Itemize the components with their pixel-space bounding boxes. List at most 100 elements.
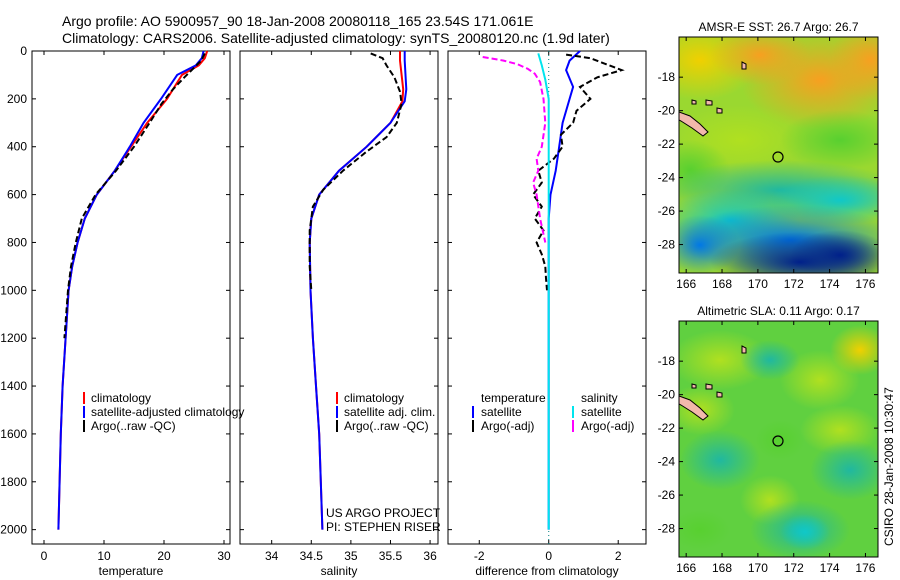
sst-map-axes: 166 168 170 172 174 176 -18 -20 -22 -24 -26 -28: [658, 37, 878, 291]
x-tick-label: 35.5: [379, 549, 403, 563]
x-axis-label: temperature: [99, 564, 164, 578]
x-tick-label: 36: [423, 549, 437, 563]
project-name: US ARGO PROJECT: [326, 506, 441, 520]
project-pi: PI: STEPHEN RISER: [326, 520, 441, 534]
y-tick-label: 2000: [0, 523, 27, 537]
y-tick-label: 400: [7, 140, 27, 154]
y-tick-label: 1400: [0, 379, 27, 393]
legend-label-temp-argo: Argo(-adj): [481, 419, 534, 433]
y-tick-label: 800: [7, 235, 27, 249]
x-tick-label: 34: [265, 549, 279, 563]
legend-heading-salinity: salinity: [581, 391, 618, 405]
island: [691, 99, 697, 105]
y-tick-label: 1800: [0, 475, 27, 489]
x-tick-label: 172: [784, 561, 804, 575]
sst-map-panel: AMSR-E SST: 26.7 Argo: 26.7 166 168 170 172…: [658, 20, 879, 291]
legend-label-temp-satellite: satellite: [481, 405, 522, 419]
x-tick-label: 174: [820, 561, 840, 575]
x-tick-label: 10: [97, 549, 111, 563]
plot-frame: [239, 50, 439, 545]
legend-label-sal-satellite: satellite: [581, 405, 622, 419]
y-tick-label: 1200: [0, 331, 27, 345]
y-tick-label: -24: [658, 171, 676, 185]
x-tick-label: 170: [748, 561, 768, 575]
y-tick-label: -24: [658, 455, 676, 469]
series-line-argo-raw-qc: [308, 52, 403, 291]
legend-heading-temperature: temperature: [481, 391, 546, 405]
y-tick-label: 1000: [0, 283, 27, 297]
y-tick-label: 0: [20, 44, 27, 58]
sst-heatmap: [679, 37, 878, 273]
y-tick-label: -28: [658, 238, 676, 252]
sla-map-title: Altimetric SLA: 0.11 Argo: 0.17: [697, 304, 860, 318]
island: [741, 345, 747, 354]
new-caledonia-landmass: [679, 111, 709, 137]
y-tick-label: 200: [7, 92, 27, 106]
x-tick-label: 176: [855, 561, 875, 575]
sla-heatmap: [679, 321, 878, 557]
legend-label-argo: Argo(..raw -QC): [91, 419, 176, 433]
salinity-panel: 34 34.5 35 35.5 36 salinity: [239, 50, 439, 578]
island: [691, 383, 697, 389]
series-line-argo-raw-qc: [63, 52, 206, 339]
csiro-timestamp: CSIRO 28-Jan-2008 10:30:47: [882, 387, 896, 546]
legend-label-argo: Argo(..raw -QC): [344, 419, 429, 433]
y-tick-label: -28: [658, 522, 676, 536]
x-tick-label: 2: [615, 549, 622, 563]
series-line-temperature-satellite: [547, 50, 581, 530]
series-line-satellite-adjusted-climatology: [57, 50, 205, 530]
x-tick-label: 20: [157, 549, 171, 563]
y-tick-label: 600: [7, 188, 27, 202]
legend-label-climatology: climatology: [91, 391, 151, 405]
x-tick-label: 176: [855, 277, 875, 291]
island: [741, 61, 747, 70]
island: [716, 391, 723, 398]
legend-label-sal-argo: Argo(-adj): [581, 419, 634, 433]
x-tick-label: 168: [712, 277, 732, 291]
x-tick-label: 168: [712, 561, 732, 575]
argo-float-marker: [772, 435, 784, 447]
salinity-legend: climatology satellite adj. clim. Argo(..…: [336, 391, 435, 433]
plot-frame: [447, 50, 647, 545]
x-tick-label: 170: [748, 277, 768, 291]
x-tick-label: 35: [344, 549, 358, 563]
y-tick-label: -22: [658, 137, 676, 151]
plot-frame: [31, 50, 231, 545]
x-axis-label: difference from climatology: [475, 564, 618, 578]
y-tick-label: -26: [658, 488, 676, 502]
y-tick-label: 1600: [0, 427, 27, 441]
x-tick-label: 174: [820, 277, 840, 291]
y-tick-label: -18: [658, 354, 676, 368]
sst-map-title: AMSR-E SST: 26.7 Argo: 26.7: [698, 20, 858, 34]
x-axis-label: salinity: [321, 564, 358, 578]
legend-label-satellite: satellite adj. clim.: [344, 405, 435, 419]
y-tick-label: -22: [658, 421, 676, 435]
series-line-salinity-satellite: [537, 53, 550, 530]
x-tick-label: 172: [784, 277, 804, 291]
difference-legend: temperature satellite Argo(-adj) salinit…: [472, 391, 634, 433]
x-tick-label: 0: [41, 549, 48, 563]
y-tick-label: -26: [658, 204, 676, 218]
x-tick-label: 166: [676, 561, 696, 575]
x-tick-label: 30: [217, 549, 231, 563]
y-tick-label: -20: [658, 388, 676, 402]
y-tick-label: -18: [658, 70, 676, 84]
new-caledonia-landmass: [679, 395, 709, 421]
sla-map-panel: Altimetric SLA: 0.11 Argo: 0.17 166 168 17…: [658, 304, 879, 575]
island: [705, 383, 713, 390]
x-tick-label: 0: [545, 549, 552, 563]
series-line-climatology: [57, 50, 209, 530]
series-line-salinity-argo-adj: [482, 56, 547, 243]
legend-label-satellite: satellite-adjusted climatology: [91, 405, 244, 419]
x-tick-label: 34.5: [300, 549, 324, 563]
island: [705, 99, 713, 106]
legend-label-climatology: climatology: [344, 391, 404, 405]
temperature-panel: 0 10 20 30 0 200 400 600 800 1000 1200 1400 1600 1800…: [0, 44, 231, 578]
x-tick-label: 166: [676, 277, 696, 291]
island: [716, 107, 723, 114]
figure-title-line2: Climatology: CARS2006. Satellite-adjuste…: [62, 30, 610, 46]
x-tick-label: -2: [474, 549, 485, 563]
series-line-temperature-argo-adj: [531, 53, 625, 291]
